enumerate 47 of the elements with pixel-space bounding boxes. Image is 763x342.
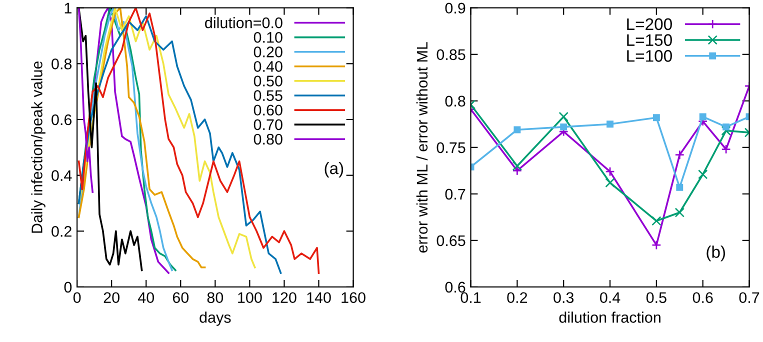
legend-label: L=150 — [627, 34, 672, 46]
annotation: (b) — [706, 246, 725, 262]
y-tick-label: 0.6 — [52, 114, 72, 126]
legend-label: 0.70 — [254, 119, 282, 130]
legend-label: 0.60 — [254, 104, 282, 116]
x-tick-label: 0.4 — [600, 292, 620, 304]
x-tick-label: 160 — [342, 292, 366, 304]
legend-label: 0.10 — [254, 32, 282, 43]
legend-label: 0.55 — [254, 90, 282, 101]
x-axis-title: dilution fraction — [559, 312, 660, 323]
x-tick-label: 140 — [307, 292, 331, 304]
legend-label: 0.20 — [254, 46, 282, 58]
y-tick-label: 0.2 — [52, 226, 72, 237]
legend-label: L=200 — [627, 18, 672, 30]
annotation: (a) — [324, 162, 344, 178]
legend-label: L=100 — [627, 50, 672, 62]
y-axis-title: error with ML / error without ML — [416, 42, 428, 253]
y-tick-label: 0.8 — [52, 58, 72, 70]
y-axis-title: Daily infection/peak value — [31, 61, 46, 233]
y-tick-label: 0 — [64, 282, 72, 293]
y-tick-label: 1 — [64, 2, 72, 14]
y-tick-label: 0.8 — [445, 96, 466, 107]
x-tick-label: 100 — [238, 292, 262, 304]
y-tick-label: 0.65 — [436, 235, 466, 246]
x-tick-label: 80 — [207, 292, 224, 304]
x-axis-title: days — [200, 312, 231, 326]
y-tick-label: 0.4 — [52, 170, 72, 181]
y-tick-label: 0.6 — [445, 282, 466, 293]
legend-label: dilution=0.0 — [205, 17, 282, 28]
x-tick-label: 60 — [172, 292, 189, 304]
x-tick-label: 0.5 — [646, 292, 666, 304]
y-tick-label: 0.7 — [445, 188, 466, 200]
x-tick-label: 0 — [73, 292, 81, 304]
x-tick-label: 120 — [272, 292, 296, 304]
y-tick-label: 0.75 — [436, 142, 466, 154]
legend-label: 0.80 — [254, 134, 282, 145]
x-tick-label: 0.3 — [554, 292, 574, 304]
x-tick-label: 0.7 — [739, 292, 760, 304]
x-tick-label: 0.2 — [507, 292, 528, 304]
y-tick-label: 0.85 — [436, 49, 466, 60]
y-tick-label: 0.9 — [445, 2, 466, 14]
legend-label: 0.40 — [254, 61, 282, 72]
x-tick-label: 0.1 — [460, 292, 481, 304]
x-tick-label: 0.6 — [692, 292, 713, 304]
x-tick-label: 40 — [138, 292, 154, 304]
legend-label: 0.50 — [254, 76, 282, 86]
x-tick-label: 20 — [104, 292, 120, 304]
